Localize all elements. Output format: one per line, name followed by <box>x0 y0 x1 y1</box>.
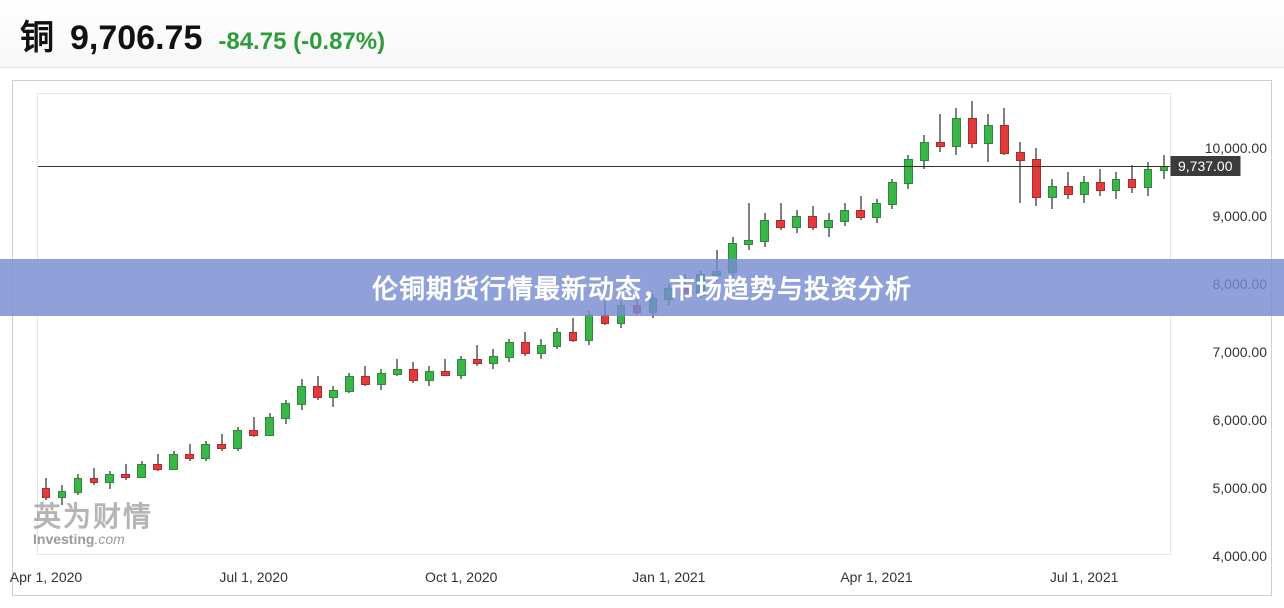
x-tick-label: Oct 1, 2020 <box>425 569 497 585</box>
candle[interactable] <box>633 94 642 556</box>
candle[interactable] <box>744 94 753 556</box>
candle[interactable] <box>505 94 514 556</box>
quote-header: 铜 9,706.75 -84.75 (-0.87%) <box>0 0 1284 68</box>
candle[interactable] <box>888 94 897 556</box>
overlay-banner: 伦铜期货行情最新动态，市场趋势与投资分析 <box>0 259 1284 316</box>
candle[interactable] <box>249 94 258 556</box>
candle[interactable] <box>377 94 386 556</box>
candle[interactable] <box>1048 94 1057 556</box>
candle[interactable] <box>185 94 194 556</box>
candle[interactable] <box>664 94 673 556</box>
y-tick-label: 10,000.00 <box>1205 140 1267 156</box>
y-tick-label: 7,000.00 <box>1213 344 1268 360</box>
candle[interactable] <box>313 94 322 556</box>
candle[interactable] <box>457 94 466 556</box>
candle[interactable] <box>808 94 817 556</box>
candle[interactable] <box>1032 94 1041 556</box>
candle[interactable] <box>792 94 801 556</box>
candle[interactable] <box>121 94 130 556</box>
candle[interactable] <box>169 94 178 556</box>
candle[interactable] <box>553 94 562 556</box>
candle[interactable] <box>361 94 370 556</box>
candle[interactable] <box>569 94 578 556</box>
candle[interactable] <box>920 94 929 556</box>
y-tick-label: 6,000.00 <box>1213 412 1268 428</box>
candle[interactable] <box>840 94 849 556</box>
candle[interactable] <box>1144 94 1153 556</box>
candle[interactable] <box>585 94 594 556</box>
candle[interactable] <box>42 94 51 556</box>
candle[interactable] <box>936 94 945 556</box>
candle[interactable] <box>1160 94 1169 556</box>
candle[interactable] <box>856 94 865 556</box>
candle[interactable] <box>265 94 274 556</box>
x-tick-label: Apr 1, 2021 <box>840 569 912 585</box>
candle[interactable] <box>968 94 977 556</box>
candle[interactable] <box>105 94 114 556</box>
chart-container[interactable]: 9,737.00 英为财情 Investing.com 4,000.00 5,00… <box>12 80 1272 596</box>
candle[interactable] <box>233 94 242 556</box>
candle[interactable] <box>329 94 338 556</box>
x-tick-label: Jul 1, 2021 <box>1050 569 1119 585</box>
candle[interactable] <box>521 94 530 556</box>
candle[interactable] <box>824 94 833 556</box>
candle[interactable] <box>984 94 993 556</box>
candle[interactable] <box>217 94 226 556</box>
candle[interactable] <box>473 94 482 556</box>
candle[interactable] <box>393 94 402 556</box>
candle[interactable] <box>1000 94 1009 556</box>
candle[interactable] <box>137 94 146 556</box>
candle[interactable] <box>952 94 961 556</box>
last-price: 9,706.75 <box>70 19 202 58</box>
candle[interactable] <box>760 94 769 556</box>
x-tick-label: Jul 1, 2020 <box>219 569 288 585</box>
reference-line <box>38 166 1170 167</box>
candle[interactable] <box>1112 94 1121 556</box>
candle[interactable] <box>281 94 290 556</box>
reference-price-tag: 9,737.00 <box>1170 156 1241 176</box>
candle[interactable] <box>1096 94 1105 556</box>
candle[interactable] <box>728 94 737 556</box>
y-tick-label: 5,000.00 <box>1213 480 1268 496</box>
candle[interactable] <box>1016 94 1025 556</box>
candle[interactable] <box>489 94 498 556</box>
candle[interactable] <box>696 94 705 556</box>
candle[interactable] <box>74 94 83 556</box>
candle[interactable] <box>872 94 881 556</box>
x-tick-label: Apr 1, 2020 <box>10 569 82 585</box>
candle[interactable] <box>58 94 67 556</box>
candle[interactable] <box>1080 94 1089 556</box>
candle[interactable] <box>409 94 418 556</box>
candle[interactable] <box>1064 94 1073 556</box>
candle[interactable] <box>441 94 450 556</box>
candlestick-plot[interactable]: 9,737.00 <box>37 93 1171 555</box>
candle[interactable] <box>297 94 306 556</box>
candle[interactable] <box>617 94 626 556</box>
y-tick-label: 4,000.00 <box>1213 548 1268 564</box>
candle[interactable] <box>1128 94 1137 556</box>
candle[interactable] <box>345 94 354 556</box>
banner-text: 伦铜期货行情最新动态，市场趋势与投资分析 <box>372 274 912 304</box>
candle[interactable] <box>537 94 546 556</box>
candle[interactable] <box>425 94 434 556</box>
candle[interactable] <box>153 94 162 556</box>
candle[interactable] <box>712 94 721 556</box>
price-change: -84.75 (-0.87%) <box>218 28 385 56</box>
candle[interactable] <box>201 94 210 556</box>
watermark-main: 英为财情 <box>33 495 153 535</box>
candle[interactable] <box>601 94 610 556</box>
source-watermark: 英为财情 Investing.com <box>33 495 153 547</box>
candle[interactable] <box>680 94 689 556</box>
candle[interactable] <box>90 94 99 556</box>
candle[interactable] <box>776 94 785 556</box>
y-tick-label: 9,000.00 <box>1213 208 1268 224</box>
x-tick-label: Jan 1, 2021 <box>632 569 705 585</box>
candle[interactable] <box>904 94 913 556</box>
symbol-name: 铜 <box>20 10 54 59</box>
candle[interactable] <box>649 94 658 556</box>
